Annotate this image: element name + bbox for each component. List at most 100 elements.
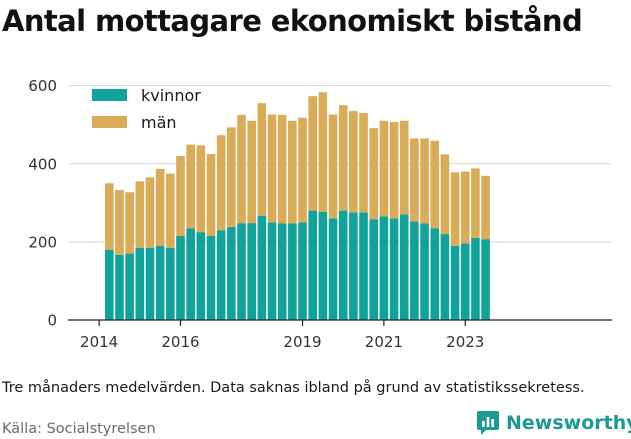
- x-tick-label: 2023: [446, 333, 484, 351]
- bar-man: [288, 120, 297, 224]
- bar-man: [176, 155, 185, 237]
- bar-man: [410, 138, 419, 222]
- brand-name: Newsworthy: [506, 412, 631, 434]
- bar-man: [450, 172, 460, 246]
- y-tick-label: 0: [47, 312, 57, 330]
- bar-man: [379, 120, 389, 217]
- bar-kvinnor: [318, 211, 328, 320]
- bar-man: [206, 153, 216, 237]
- bar-kvinnor: [277, 223, 287, 320]
- x-tick-label: 2016: [161, 333, 199, 351]
- bar-man: [471, 168, 480, 238]
- x-tick-label: 2014: [80, 333, 118, 351]
- bar-man: [440, 154, 450, 235]
- bar-man: [308, 96, 317, 211]
- bar-man: [298, 117, 307, 223]
- bar-kvinnor: [328, 218, 338, 320]
- bar-man: [369, 128, 379, 220]
- bar-kvinnor: [145, 247, 155, 320]
- bar-man: [227, 127, 236, 228]
- y-tick-labels: 0 200 400 600: [28, 77, 57, 329]
- bar-kvinnor: [471, 237, 480, 320]
- x-ticks: 2014 2016 2019 2021 2023: [80, 320, 484, 351]
- bar-kvinnor: [247, 223, 256, 320]
- bar-man: [155, 168, 165, 246]
- y-tick-label: 200: [28, 233, 57, 251]
- bar-kvinnor: [338, 210, 348, 320]
- bar-man: [216, 135, 226, 231]
- bar-kvinnor: [155, 245, 165, 320]
- bar-kvinnor: [125, 253, 134, 320]
- bar-kvinnor: [308, 210, 317, 320]
- legend-swatch-kvinnor: [92, 89, 127, 101]
- bar-man: [125, 192, 134, 254]
- bar-man: [389, 121, 399, 219]
- bar-kvinnor: [186, 228, 195, 320]
- bar-kvinnor: [216, 230, 226, 320]
- chart-title: Antal mottagare ekonomiskt bistånd: [2, 4, 583, 38]
- bar-kvinnor: [267, 222, 277, 320]
- source-label: Källa: Socialstyrelsen: [2, 421, 156, 437]
- legend-label-kvinnor: kvinnor: [141, 86, 201, 105]
- bar-man: [318, 92, 328, 212]
- bar-kvinnor: [389, 218, 399, 320]
- bar-man: [430, 140, 440, 229]
- bar-man: [186, 144, 195, 229]
- bar-man: [257, 103, 267, 216]
- bar-man: [135, 181, 145, 248]
- bar-man: [359, 112, 368, 213]
- bar-kvinnor: [105, 249, 114, 320]
- bar-man: [115, 189, 124, 255]
- bar-kvinnor: [115, 254, 124, 320]
- bar-man: [145, 177, 155, 248]
- bar-kvinnor: [227, 227, 236, 320]
- y-tick-label: 400: [28, 155, 57, 173]
- bar-kvinnor: [176, 236, 185, 320]
- bar-kvinnor: [440, 234, 450, 320]
- bar-kvinnor: [196, 232, 206, 320]
- bar-man: [399, 120, 409, 215]
- x-tick-label: 2019: [283, 333, 321, 351]
- bar-kvinnor: [237, 223, 246, 320]
- bar-man: [460, 171, 470, 244]
- bar-man: [420, 138, 429, 224]
- brand-logo[interactable]: Newsworthy: [476, 410, 631, 436]
- x-tick-label: 2021: [365, 333, 403, 351]
- footnote: Tre månaders medelvärden. Data saknas ib…: [2, 380, 585, 396]
- bars: [105, 92, 490, 320]
- bar-man: [338, 105, 348, 211]
- bar-man: [105, 183, 114, 250]
- bar-man: [237, 114, 246, 224]
- bar-kvinnor: [430, 228, 440, 320]
- bar-man: [267, 114, 277, 223]
- y-tick-label: 600: [28, 77, 57, 95]
- bar-kvinnor: [257, 215, 267, 320]
- legend: kvinnor män: [92, 86, 201, 132]
- bar-kvinnor: [379, 216, 389, 320]
- bar-kvinnor: [460, 243, 470, 320]
- bar-kvinnor: [420, 223, 429, 320]
- bar-man: [277, 114, 287, 224]
- bar-man: [481, 175, 490, 240]
- bar-kvinnor: [166, 247, 175, 320]
- bar-kvinnor: [399, 214, 409, 320]
- legend-swatch-man: [92, 116, 127, 128]
- bar-man: [247, 120, 256, 224]
- bar-man: [328, 114, 338, 219]
- bar-kvinnor: [369, 219, 379, 320]
- bar-kvinnor: [359, 212, 368, 320]
- bar-kvinnor: [450, 245, 460, 320]
- bar-man: [166, 173, 175, 248]
- bar-kvinnor: [135, 247, 145, 320]
- bar-kvinnor: [206, 236, 216, 320]
- bar-kvinnor: [288, 223, 297, 320]
- newsworthy-logo-icon: [477, 411, 499, 435]
- bar-man: [349, 111, 358, 213]
- bar-kvinnor: [410, 221, 419, 320]
- bar-kvinnor: [298, 222, 307, 320]
- bar-kvinnor: [481, 239, 490, 320]
- legend-label-man: män: [141, 113, 177, 132]
- bar-man: [196, 145, 206, 233]
- bar-kvinnor: [349, 212, 358, 320]
